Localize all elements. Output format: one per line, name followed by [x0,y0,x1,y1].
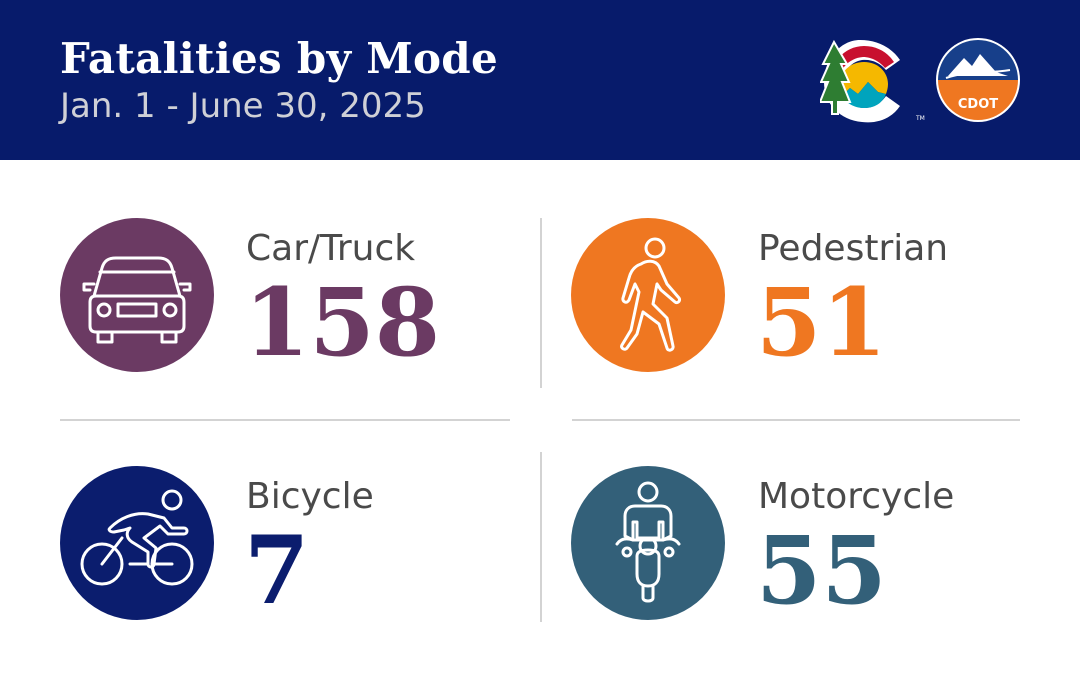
cdot-logo: CDOT [936,38,1020,122]
bicycle-label: Bicycle [246,476,374,517]
pedestrian-icon [620,237,681,352]
divider-vertical-bottom [540,452,542,622]
motorcycle-icon [615,481,681,603]
car-truck-circle [60,218,214,372]
divider-horizontal-left [60,419,510,421]
bicycle-circle [60,466,214,620]
motorcycle-label: Motorcycle [758,476,955,517]
motorcycle-circle [571,466,725,620]
bicycle-value: 7 [244,516,310,626]
car-truck-label: Car/Truck [246,228,416,269]
car-truck-value: 158 [244,268,441,378]
motorcycle-value: 55 [756,516,887,626]
svg-text:TM: TM [915,115,925,122]
pedestrian-label: Pedestrian [758,228,949,269]
bicycle-icon [80,489,194,586]
header-banner: Fatalities by Mode Jan. 1 - June 30, 202… [0,0,1080,160]
divider-vertical-top [540,218,542,388]
divider-horizontal-right [572,419,1020,421]
page-subtitle: Jan. 1 - June 30, 2025 [60,86,426,126]
pedestrian-circle [571,218,725,372]
svg-text:CDOT: CDOT [958,97,998,112]
colorado-logo: TM CDOT [818,38,1020,123]
colorado-c-logo: TM [818,39,925,123]
logo-group: TM CDOT [818,36,1020,126]
pedestrian-value: 51 [756,268,887,378]
page-title: Fatalities by Mode [60,34,498,83]
car-icon [82,256,192,344]
